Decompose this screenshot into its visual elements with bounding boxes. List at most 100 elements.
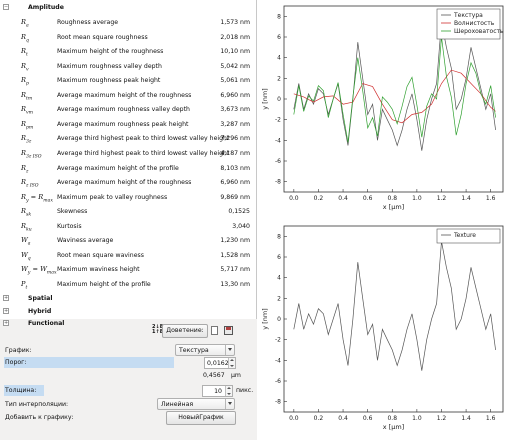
parameter-name: Average maximum roughness valley depth	[57, 106, 190, 114]
parameter-row[interactable]: Rp Maximum roughness peak height 5,061 nm	[0, 73, 257, 88]
parameter-value: 8,103 nm	[220, 164, 250, 172]
interpolation-select-value: Линейная	[161, 401, 194, 408]
parameter-row[interactable]: Rtm Average maximum height of the roughne…	[0, 88, 257, 103]
parameter-row[interactable]: Rsk Skewness 0,1525	[0, 204, 257, 219]
threshold-input[interactable]: 0,0162	[204, 357, 236, 369]
legend-entry: Шероховатость	[454, 28, 504, 35]
parameter-row[interactable]: Wa Waviness average 1,230 nm	[0, 233, 257, 248]
parameter-row[interactable]: Rv Maximum roughness valley depth 5,042 nm	[0, 59, 257, 74]
parameter-name: Maximum roughness valley depth	[57, 62, 162, 70]
parameter-value: 1,573 nm	[220, 19, 250, 26]
parameter-row[interactable]: R3z Average third highest peak to third l…	[0, 131, 257, 146]
y-tick-label: 4	[277, 55, 281, 62]
parameter-symbol: Ry = Rmax	[21, 192, 53, 203]
group-label: Hybrid	[28, 307, 52, 315]
parameter-name: Maximum waviness height	[57, 266, 140, 274]
series-line	[293, 36, 496, 143]
y-tick-label: 8	[277, 233, 281, 240]
thickness-label-highlight	[4, 385, 44, 396]
y-tick-label: 6	[277, 34, 281, 41]
parameter-row[interactable]: Wq Root mean square waviness 1,528 nm	[0, 248, 257, 263]
parameter-value: 4,187 nm	[220, 149, 250, 157]
parameter-row[interactable]: Ra Roughness average 1,573 nm	[0, 15, 257, 30]
parameter-name: Average third highest peak to third lowe…	[57, 135, 230, 143]
parameter-row[interactable]: R3z ISO Average third highest peak to thi…	[0, 146, 257, 161]
parameter-tree[interactable]: − Amplitude Ra Roughness average 1,573 nm R…	[0, 0, 257, 327]
x-tick-label: 0.0	[289, 415, 299, 422]
parameter-symbol: Wq	[21, 250, 31, 262]
profile-chart-bottom[interactable]: 0.0 0.2 0.4 0.6 0.8 1.0 1.2 1.4 1.6 -8 -6 -4 -2 0 2 4 6 8…	[258, 220, 512, 440]
parameter-value: 7,296 nm	[220, 135, 250, 143]
left-panel: − Amplitude Ra Roughness average 1,573 nm R…	[0, 0, 257, 440]
parameter-row[interactable]: Rpm Average maximum roughness peak height…	[0, 117, 257, 132]
parameter-name: Roughness average	[57, 19, 119, 26]
parameter-value: 9,869 nm	[220, 193, 250, 201]
expand-icon[interactable]: +	[3, 320, 9, 327]
parameter-name: Maximum peak to valley roughness	[57, 193, 168, 201]
legend-box	[436, 8, 501, 40]
parameter-value: 3,673 nm	[220, 106, 250, 114]
x-tick-label: 0.6	[363, 195, 373, 202]
x-tick-label: 0.2	[314, 415, 324, 422]
parameter-name: Average maximum height of the profile	[57, 164, 179, 172]
details-button[interactable]: Доветение:	[162, 324, 208, 338]
y-tick-label: -6	[275, 378, 281, 385]
parameter-symbol: Rku	[21, 221, 32, 232]
thickness-label: Толщина:	[5, 387, 37, 394]
parameter-value: 0,1525	[228, 208, 250, 216]
spin-arrows-icon[interactable]	[228, 358, 235, 368]
y-tick-label: -8	[275, 399, 281, 406]
chevron-down-icon	[225, 399, 234, 409]
x-tick-label: 0.2	[314, 195, 324, 202]
expand-icon[interactable]: +	[3, 307, 9, 314]
profile-chart-top[interactable]: 0.0 0.2 0.4 0.6 0.8 1.0 1.2 1.4 1.6 -8 -6 -4 -2 0 2 4 6 8…	[258, 0, 512, 220]
tree-group-spatial[interactable]: + Spatial	[0, 291, 257, 306]
tree-group-amplitude[interactable]: − Amplitude	[0, 0, 257, 15]
parameter-name: Maximum height of the profile	[57, 280, 151, 288]
controls-panel: 2↓8 1↑8 Доветение: График: Текстура Порог…	[0, 319, 257, 440]
chevron-down-icon	[225, 345, 234, 355]
y-tick-label: 4	[277, 275, 281, 282]
group-label: Spatial	[28, 295, 53, 303]
parameter-name: Average third highest peak to third lowe…	[57, 149, 230, 157]
copy-icon[interactable]	[211, 326, 218, 335]
parameter-row[interactable]: Rt Maximum height of the roughness 10,10 n…	[0, 44, 257, 59]
parameter-row[interactable]: Rz Average maximum height of the profile 8…	[0, 161, 257, 176]
y-tick-label: 6	[277, 254, 281, 261]
x-tick-label: 0.4	[338, 415, 348, 422]
graph-select[interactable]: Текстура	[175, 344, 235, 356]
parameter-row[interactable]: Rku Kurtosis 3,040	[0, 219, 257, 234]
y-tick-label: 0	[277, 96, 281, 103]
spin-arrows-icon[interactable]	[225, 386, 232, 396]
y-tick-label: -6	[275, 158, 281, 165]
parameter-row[interactable]: Ry = Rmax Maximum peak to valley roughnes…	[0, 190, 257, 205]
parameter-row[interactable]: Wy = Wmax Maximum waviness height 5,717 nm	[0, 262, 257, 277]
group-label: Amplitude	[28, 4, 64, 11]
tree-group-functional[interactable]: + Functional	[0, 316, 257, 331]
parameter-row[interactable]: Rz ISO Average maximum height of the roug…	[0, 175, 257, 190]
interpolation-select[interactable]: Линейная	[157, 398, 235, 410]
y-tick-label: -8	[275, 179, 281, 186]
parameter-value: 6,960 nm	[220, 91, 250, 99]
legend-entry: Волнистость	[454, 20, 495, 27]
collapse-icon[interactable]: −	[3, 4, 9, 10]
parameter-value: 2,018 nm	[220, 33, 250, 41]
threshold-secondary-value: 0,4567	[203, 372, 225, 379]
expand-icon[interactable]: +	[3, 295, 9, 302]
y-tick-label: 0	[277, 316, 281, 323]
parameter-row[interactable]: Pt Maximum height of the profile 13,30 nm	[0, 277, 257, 292]
new-graph-button[interactable]: НовыйГрафик	[166, 411, 236, 425]
parameter-row[interactable]: Rq Root mean square roughness 2,018 nm	[0, 30, 257, 45]
tree-group-hybrid[interactable]: + Hybrid	[0, 304, 257, 319]
legend-box	[436, 228, 501, 244]
parameter-row[interactable]: Rvm Average maximum roughness valley dept…	[0, 102, 257, 117]
interpolation-label: Тип интерполяции:	[5, 401, 69, 408]
parameter-value: 13,30 nm	[220, 280, 250, 288]
thickness-input[interactable]: 10	[202, 385, 233, 397]
x-tick-label: 0.6	[363, 415, 373, 422]
y-axis-label: y [nm]	[261, 308, 269, 329]
sort-icon[interactable]: 2↓8 1↑8	[152, 324, 164, 335]
thickness-value: 10	[214, 388, 222, 395]
save-icon[interactable]	[224, 326, 233, 335]
x-tick-label: 1.6	[486, 195, 496, 202]
